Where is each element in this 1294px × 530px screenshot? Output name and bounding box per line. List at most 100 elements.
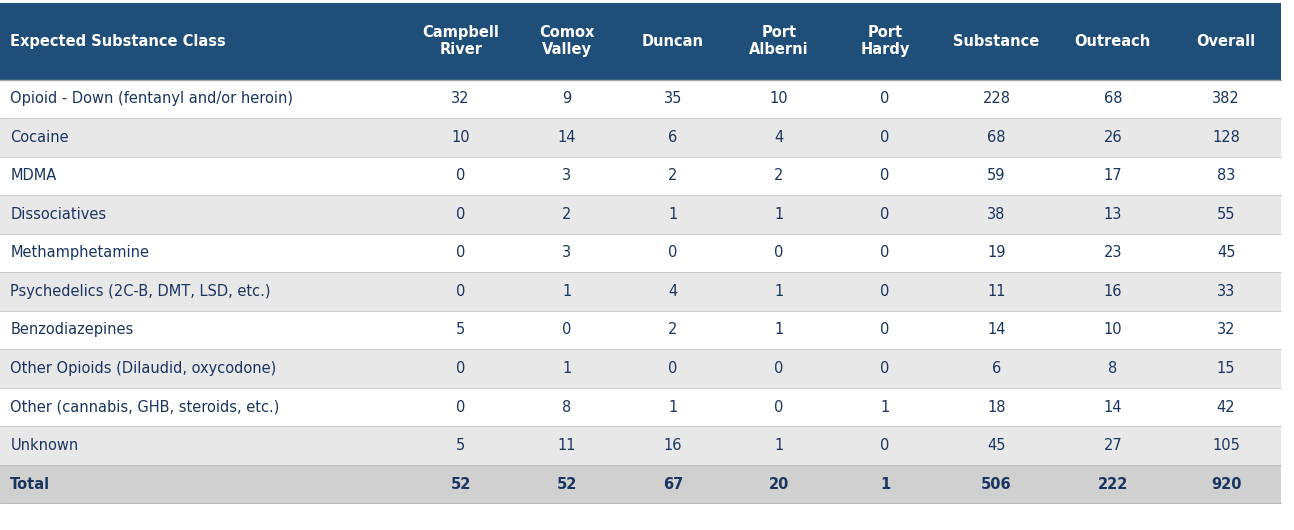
Text: 0: 0 xyxy=(774,361,784,376)
Text: 15: 15 xyxy=(1216,361,1236,376)
Bar xyxy=(832,3,938,80)
Bar xyxy=(514,465,620,504)
Text: 20: 20 xyxy=(769,476,789,492)
Bar xyxy=(938,80,1055,118)
Text: 506: 506 xyxy=(981,476,1012,492)
Text: 42: 42 xyxy=(1216,400,1236,414)
Bar xyxy=(832,426,938,465)
Text: 14: 14 xyxy=(987,322,1005,338)
Text: 1: 1 xyxy=(880,476,890,492)
Bar xyxy=(0,118,408,156)
Bar xyxy=(0,272,408,311)
Text: 0: 0 xyxy=(455,245,466,260)
Bar xyxy=(726,156,832,195)
Text: 0: 0 xyxy=(455,207,466,222)
Text: 1: 1 xyxy=(668,207,678,222)
Text: 8: 8 xyxy=(1108,361,1118,376)
Bar xyxy=(938,465,1055,504)
Text: Opioid - Down (fentanyl and/or heroin): Opioid - Down (fentanyl and/or heroin) xyxy=(10,91,294,107)
Bar xyxy=(1171,465,1281,504)
Text: 68: 68 xyxy=(987,130,1005,145)
Text: 45: 45 xyxy=(987,438,1005,453)
Bar xyxy=(620,118,726,156)
Bar xyxy=(514,234,620,272)
Text: 2: 2 xyxy=(774,169,784,183)
Text: 0: 0 xyxy=(880,438,890,453)
Text: Unknown: Unknown xyxy=(10,438,79,453)
Text: 1: 1 xyxy=(774,284,784,299)
Bar xyxy=(1055,311,1171,349)
Bar xyxy=(832,465,938,504)
Bar xyxy=(1055,272,1171,311)
Bar xyxy=(620,156,726,195)
Bar xyxy=(1171,388,1281,426)
Bar xyxy=(726,349,832,388)
Bar xyxy=(514,426,620,465)
Text: 26: 26 xyxy=(1104,130,1122,145)
Bar xyxy=(408,195,514,234)
Bar xyxy=(1055,195,1171,234)
Text: 0: 0 xyxy=(455,400,466,414)
Bar xyxy=(514,3,620,80)
Bar xyxy=(1055,426,1171,465)
Bar xyxy=(408,311,514,349)
Text: 52: 52 xyxy=(556,476,577,492)
Bar xyxy=(832,388,938,426)
Text: 0: 0 xyxy=(880,169,890,183)
Bar xyxy=(408,118,514,156)
Bar xyxy=(620,465,726,504)
Bar xyxy=(832,349,938,388)
Bar xyxy=(832,80,938,118)
Bar xyxy=(620,388,726,426)
Text: 1: 1 xyxy=(562,361,572,376)
Text: 0: 0 xyxy=(455,169,466,183)
Bar xyxy=(0,465,408,504)
Text: Comox
Valley: Comox Valley xyxy=(540,25,594,57)
Text: 105: 105 xyxy=(1212,438,1240,453)
Text: 222: 222 xyxy=(1097,476,1128,492)
Text: 35: 35 xyxy=(664,91,682,107)
Bar xyxy=(408,80,514,118)
Text: Psychedelics (2C-B, DMT, LSD, etc.): Psychedelics (2C-B, DMT, LSD, etc.) xyxy=(10,284,270,299)
Bar xyxy=(514,156,620,195)
Bar xyxy=(1171,156,1281,195)
Text: Dissociatives: Dissociatives xyxy=(10,207,106,222)
Bar xyxy=(514,349,620,388)
Bar xyxy=(726,272,832,311)
Bar xyxy=(0,426,408,465)
Bar xyxy=(726,3,832,80)
Bar xyxy=(938,388,1055,426)
Text: MDMA: MDMA xyxy=(10,169,57,183)
Text: Other Opioids (Dilaudid, oxycodone): Other Opioids (Dilaudid, oxycodone) xyxy=(10,361,277,376)
Bar xyxy=(1171,195,1281,234)
Bar xyxy=(938,272,1055,311)
Bar xyxy=(0,156,408,195)
Bar xyxy=(408,388,514,426)
Text: 0: 0 xyxy=(668,245,678,260)
Bar xyxy=(408,272,514,311)
Text: 0: 0 xyxy=(880,361,890,376)
Text: 4: 4 xyxy=(774,130,784,145)
Text: 4: 4 xyxy=(668,284,678,299)
Text: Outreach: Outreach xyxy=(1075,33,1150,49)
Bar xyxy=(1055,156,1171,195)
Bar xyxy=(938,349,1055,388)
Bar xyxy=(938,156,1055,195)
Bar xyxy=(1171,118,1281,156)
Bar xyxy=(726,234,832,272)
Bar xyxy=(832,156,938,195)
Text: 6: 6 xyxy=(991,361,1002,376)
Text: 59: 59 xyxy=(987,169,1005,183)
Bar xyxy=(1055,388,1171,426)
Bar xyxy=(1171,80,1281,118)
Bar xyxy=(938,3,1055,80)
Bar xyxy=(0,3,408,80)
Text: 0: 0 xyxy=(880,284,890,299)
Text: 0: 0 xyxy=(880,130,890,145)
Bar xyxy=(1171,349,1281,388)
Text: 33: 33 xyxy=(1216,284,1236,299)
Text: 10: 10 xyxy=(770,91,788,107)
Text: 0: 0 xyxy=(562,322,572,338)
Bar xyxy=(726,311,832,349)
Text: 8: 8 xyxy=(562,400,572,414)
